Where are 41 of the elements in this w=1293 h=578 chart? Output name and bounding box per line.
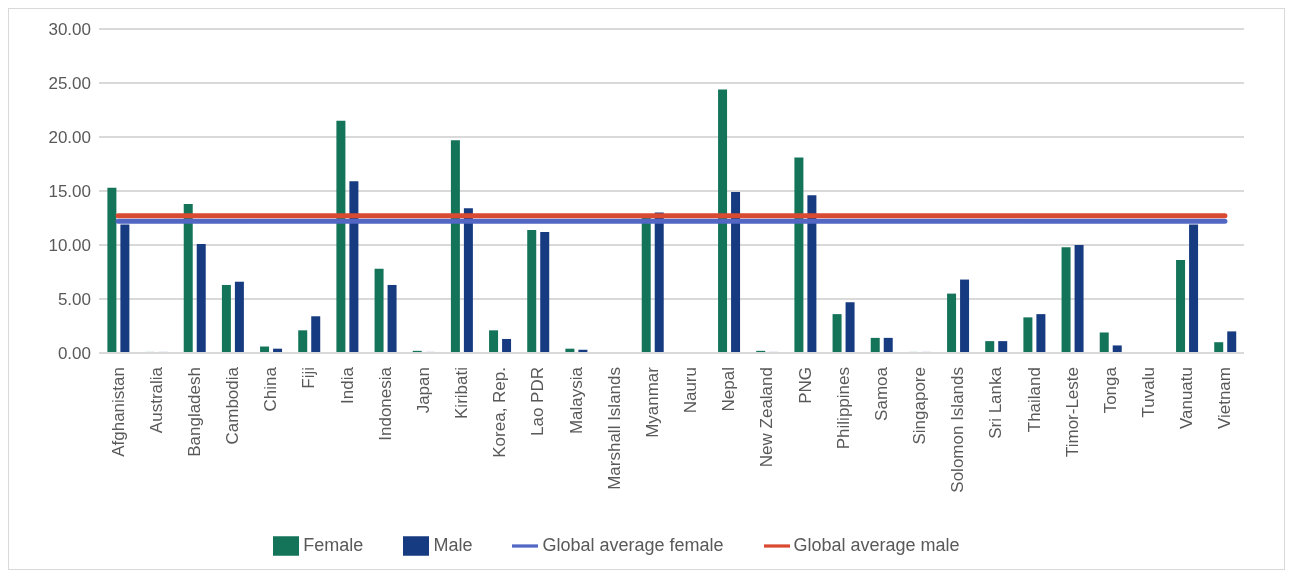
- x-tick-label: Timor-Leste: [1062, 367, 1082, 458]
- x-tick-label: Afghanistan: [108, 367, 128, 457]
- x-tick-label: Marshall Islands: [604, 367, 624, 490]
- y-tick-label: 0.00: [57, 344, 91, 364]
- x-tick-label: Myanmar: [642, 366, 662, 438]
- x-tick-label: Nepal: [719, 367, 739, 412]
- y-tick-label: 20.00: [48, 128, 91, 148]
- x-tick-label: Vanuatu: [1177, 367, 1197, 430]
- x-tick-label: Bangladesh: [184, 367, 204, 457]
- x-tick-label: Sri Lanka: [986, 366, 1006, 439]
- x-tick-label: Samoa: [871, 366, 891, 421]
- legend-label: Male: [433, 534, 473, 555]
- y-tick-label: 30.00: [48, 20, 91, 40]
- x-tick-label: Tonga: [1100, 366, 1120, 414]
- x-tick-label: China: [261, 366, 281, 412]
- x-tick-label: Japan: [413, 367, 433, 414]
- y-tick-label: 5.00: [57, 290, 91, 310]
- x-tick-label: Korea, Rep.: [490, 367, 510, 458]
- y-tick-label: 15.00: [48, 182, 91, 202]
- legend-label: Global average male: [793, 534, 960, 555]
- x-tick-label: Solomon Islands: [948, 367, 968, 493]
- x-tick-label: Philippines: [833, 367, 853, 450]
- x-tick-label: Vietnam: [1215, 367, 1235, 430]
- x-tick-label: Cambodia: [223, 366, 243, 445]
- x-tick-label: Tuvalu: [1139, 367, 1159, 418]
- y-tick-label: 25.00: [48, 74, 91, 94]
- x-tick-label: India: [337, 366, 357, 404]
- x-tick-label: PNG: [795, 367, 815, 404]
- x-tick-label: New Zealand: [757, 367, 777, 468]
- x-tick-label: Lao PDR: [528, 367, 548, 436]
- legend-label: Female: [303, 534, 364, 555]
- x-tick-label: Fiji: [299, 367, 319, 389]
- y-tick-label: 10.00: [48, 236, 91, 256]
- x-tick-label: Australia: [146, 366, 166, 434]
- x-tick-label: Singapore: [910, 367, 930, 445]
- legend-label: Global average female: [542, 534, 724, 555]
- x-tick-label: Nauru: [681, 367, 701, 414]
- x-tick-label: Thailand: [1024, 367, 1044, 433]
- x-tick-label: Kiribati: [452, 367, 472, 419]
- x-tick-label: Malaysia: [566, 366, 586, 435]
- x-tick-label: Indonesia: [375, 366, 395, 441]
